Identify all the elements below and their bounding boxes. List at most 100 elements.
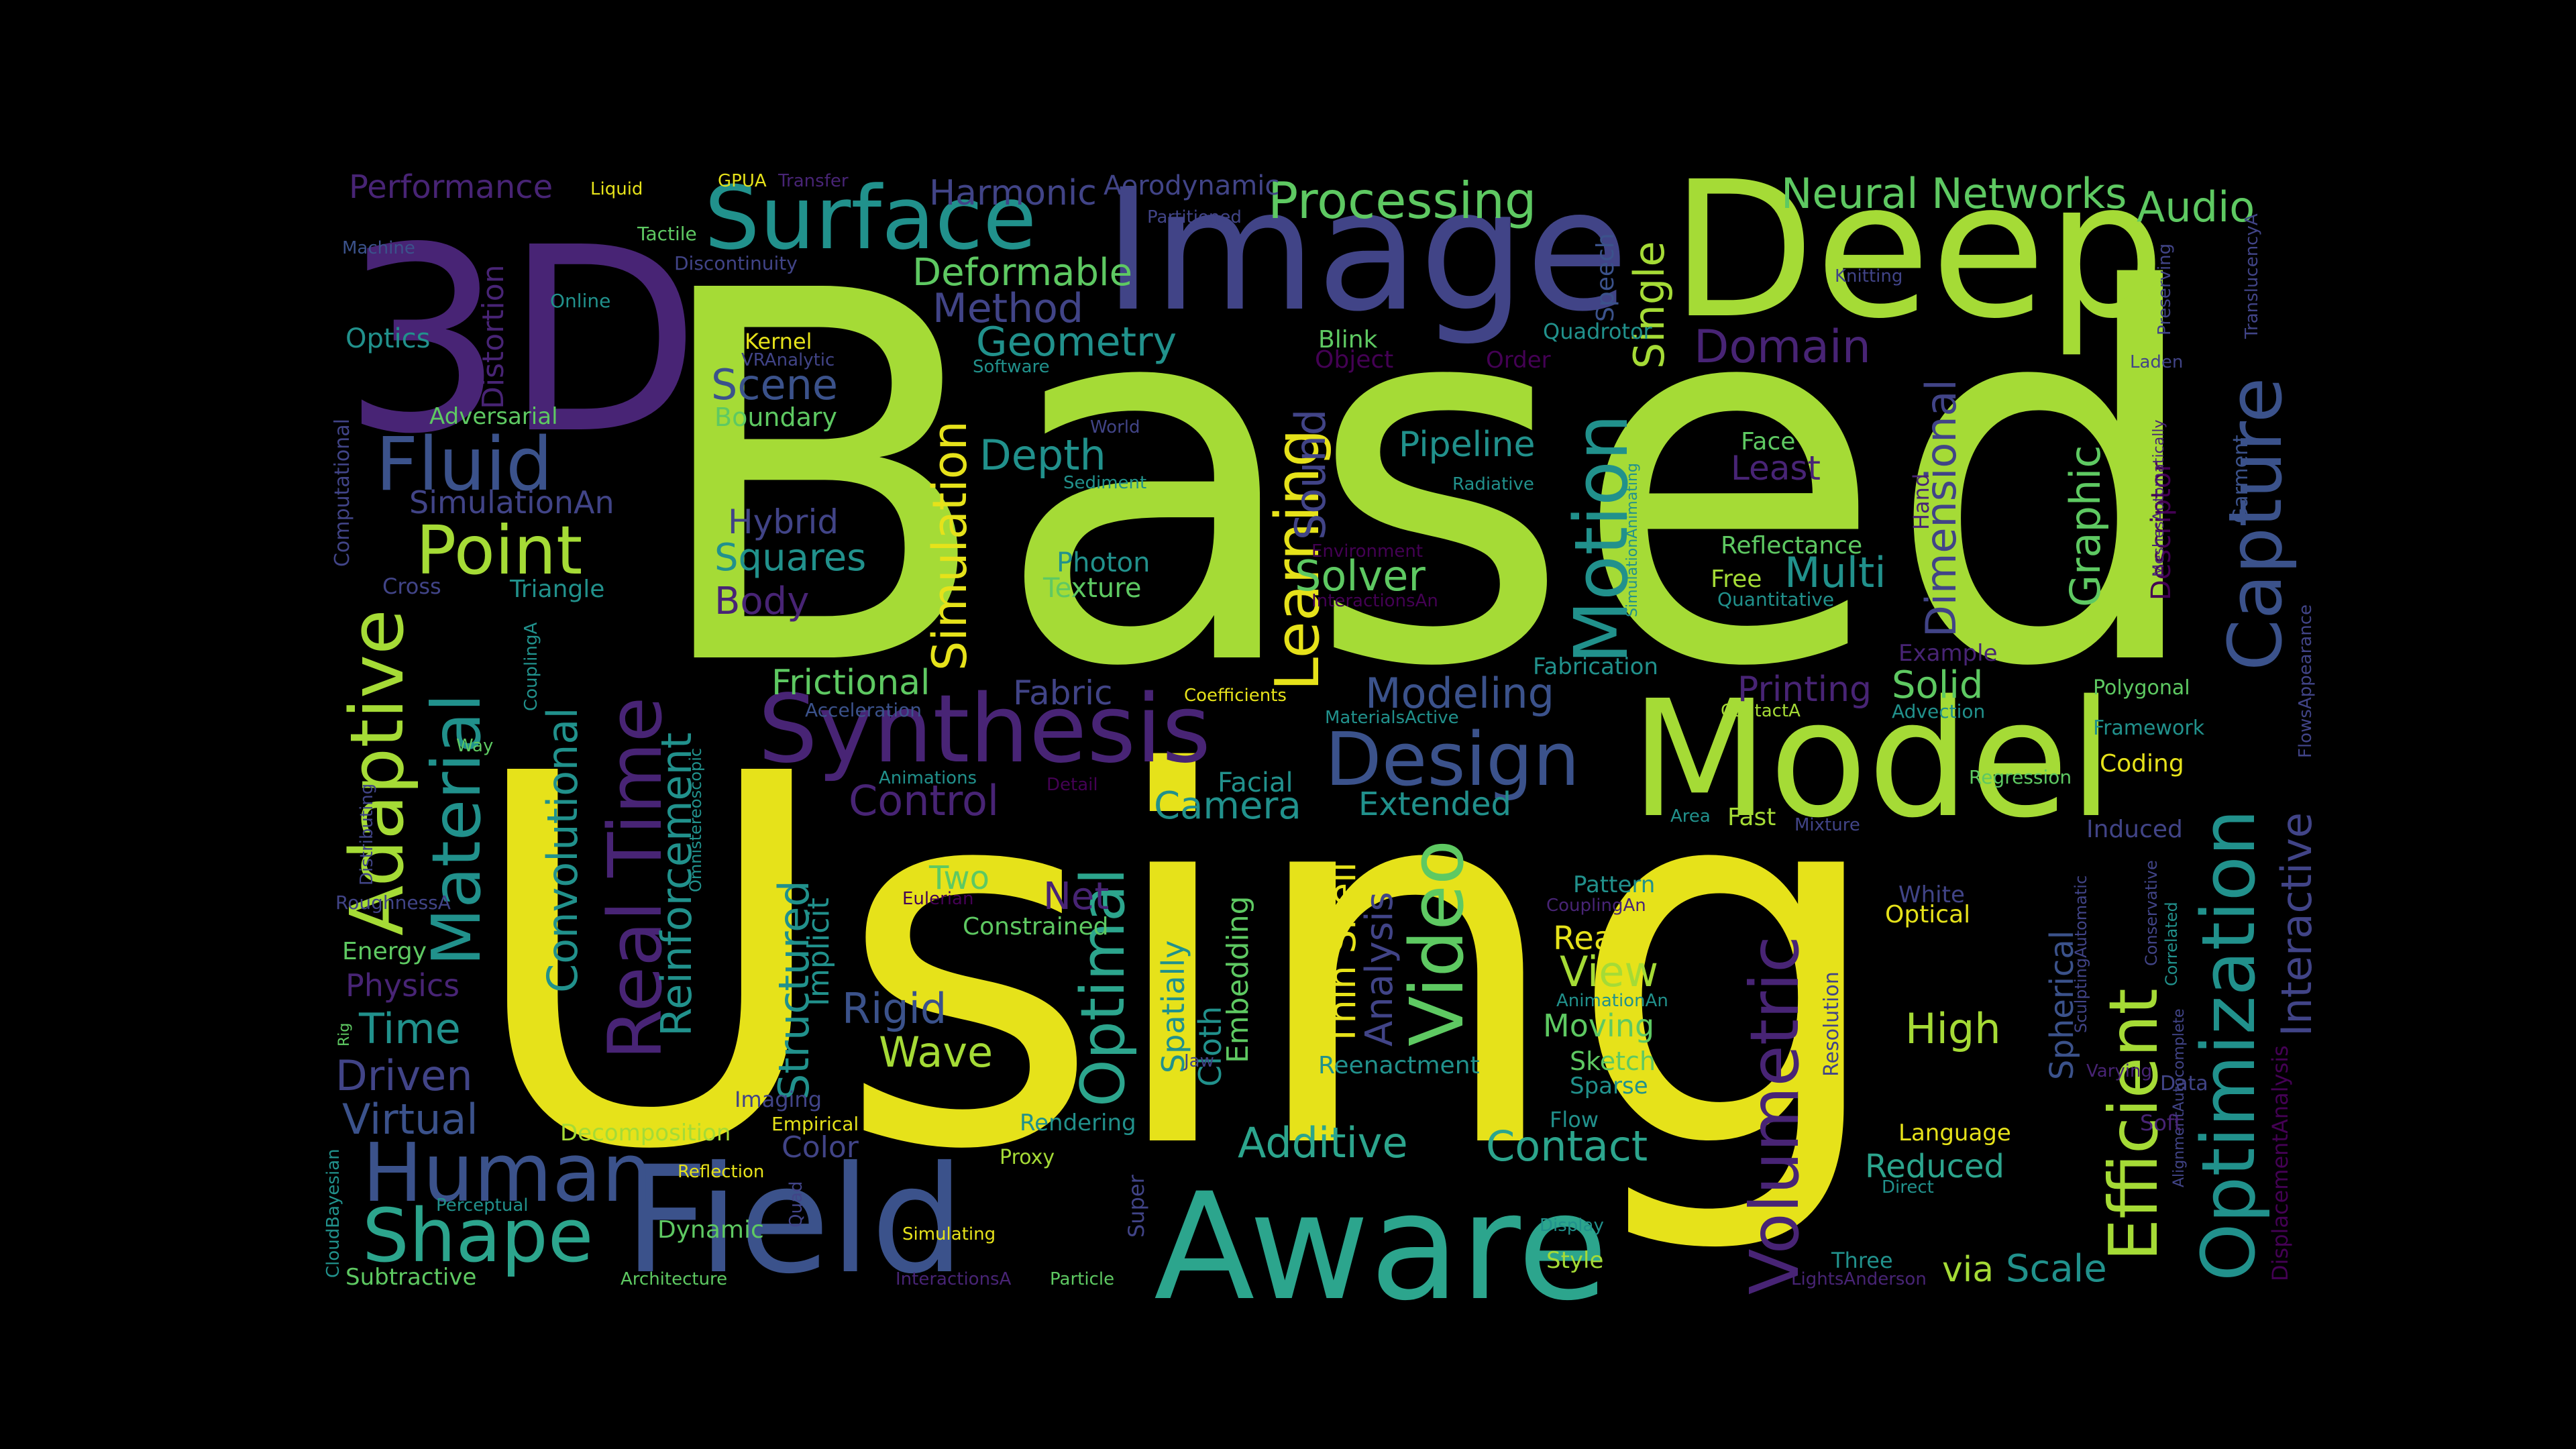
- word-quantitative: Quantitative: [1717, 588, 1834, 610]
- word-pipeline: Pipeline: [1399, 425, 1536, 465]
- word-high: High: [1905, 1004, 2001, 1053]
- word-sound: Sound: [1286, 409, 1335, 540]
- word-structured: Structured: [769, 880, 818, 1100]
- word-simulation: Simulation: [922, 421, 977, 671]
- word-jaw: Jaw: [1183, 1051, 1214, 1071]
- word-3d: 3D: [342, 193, 700, 490]
- word-laden: Laden: [2130, 352, 2183, 372]
- word-color: Color: [782, 1130, 859, 1165]
- word-gpua: GPUA: [718, 171, 767, 191]
- word-reinforcement: Reinforcement: [652, 733, 701, 1036]
- word-triangle: Triangle: [509, 576, 604, 603]
- word-acceleration: Acceleration: [805, 699, 922, 721]
- word-roughnessa: RoughnessA: [335, 892, 451, 914]
- word-fluid: Fluid: [376, 421, 553, 507]
- word-real: Real: [1553, 920, 1622, 957]
- word-boundary: Boundary: [714, 402, 837, 432]
- word-capture: Capture: [2212, 378, 2298, 671]
- word-audio: Audio: [2137, 182, 2255, 231]
- word-modeling: Modeling: [1365, 669, 1554, 718]
- word-video: Video: [1394, 840, 1480, 1046]
- word-extended: Extended: [1358, 786, 1511, 823]
- word-language: Language: [1898, 1120, 2011, 1146]
- word-field: Field: [624, 1134, 965, 1306]
- word-free: Free: [1711, 566, 1762, 593]
- word-aerodynamic: Aerodynamic: [1104, 170, 1279, 201]
- word-virtual: Virtual: [342, 1095, 478, 1144]
- word-speech: Speech: [1592, 233, 1619, 322]
- word-pattern: Pattern: [1573, 871, 1655, 898]
- word-translucencya: TranslucencyA: [2242, 213, 2262, 339]
- word-way: Way: [456, 736, 493, 756]
- word-simulationan: SimulationAn: [409, 484, 614, 521]
- word-domain: Domain: [1694, 321, 1871, 374]
- word-proxy: Proxy: [1000, 1146, 1055, 1169]
- word-knitting: Knitting: [1835, 266, 1902, 286]
- word-cloth: Cloth: [1192, 1006, 1228, 1087]
- word-perceptual: Perceptual: [436, 1195, 529, 1216]
- word-rendering: Rendering: [1020, 1110, 1136, 1136]
- word-imaging: Imaging: [735, 1087, 822, 1112]
- word-vranalytic: VRAnalytic: [741, 350, 835, 370]
- word-detail: Detail: [1046, 775, 1098, 795]
- word-image: Image: [1104, 153, 1629, 348]
- word-deformable: Deformable: [912, 251, 1132, 294]
- word-world: World: [1090, 417, 1140, 437]
- word-preserving: Preserving: [2155, 244, 2175, 335]
- word-motion: Motion: [1558, 414, 1644, 664]
- word-using: Using: [463, 668, 1890, 1261]
- word-displacementanalysis: DisplacementAnalysis: [2267, 1045, 2293, 1281]
- word-omnistereoscopic: Omnistereoscopic: [686, 748, 705, 892]
- word-empirical: Empirical: [771, 1113, 859, 1135]
- word-thin-shell: Thin Shell: [1321, 862, 1364, 1047]
- word-polygonal: Polygonal: [2093, 676, 2190, 700]
- word-soft: Soft: [2140, 1110, 2182, 1136]
- word-resolution: Resolution: [1820, 971, 1843, 1077]
- word-object: Object: [1315, 346, 1393, 374]
- word-real-time: Real Time: [592, 697, 678, 1060]
- word-reenactment: Reenactment: [1318, 1052, 1480, 1079]
- word-architecture: Architecture: [621, 1269, 727, 1289]
- word-scale: Scale: [2006, 1247, 2107, 1291]
- word-cross: Cross: [382, 574, 441, 599]
- word-distributing: Distributing: [357, 784, 377, 885]
- word-fabrication: Fabrication: [1533, 653, 1658, 680]
- word-physics: Physics: [345, 967, 460, 1004]
- word-meshesautomatically: MeshesAutomatically: [2151, 420, 2167, 577]
- word-sketch: Sketch: [1570, 1046, 1656, 1076]
- word-processing: Processing: [1268, 171, 1537, 230]
- word-cloudbayesian: CloudBayesian: [323, 1148, 343, 1278]
- word-constrained: Constrained: [963, 913, 1109, 941]
- word-transfer: Transfer: [777, 171, 849, 191]
- word-time: Time: [358, 1004, 461, 1053]
- word-quad: Quad: [786, 1181, 806, 1228]
- word-sediment: Sediment: [1063, 473, 1146, 493]
- word-radiative: Radiative: [1452, 474, 1534, 494]
- word-spherical: Spherical: [2043, 930, 2081, 1080]
- word-reflectance: Reflectance: [1721, 532, 1862, 559]
- word-analysis: Analysis: [1358, 892, 1401, 1046]
- word-conservative: Conservative: [2142, 860, 2161, 966]
- word-sculptingautomatic: SculptingAutomatic: [2072, 875, 2090, 1033]
- word-lightsanderson: LightsAnderson: [1791, 1269, 1927, 1289]
- word-spatially: Spatially: [1155, 941, 1191, 1073]
- word-sparse: Sparse: [1570, 1073, 1648, 1099]
- word-human: Human: [362, 1127, 653, 1220]
- word-hand: Hand: [1909, 474, 1934, 530]
- word-garment: Garment: [2229, 435, 2253, 523]
- word-fast: Fast: [1727, 804, 1776, 831]
- word-texture: Texture: [1042, 573, 1141, 604]
- word-aware: Aware: [1154, 1161, 1608, 1333]
- word-software: Software: [973, 357, 1050, 377]
- word-three: Three: [1831, 1248, 1893, 1273]
- word-synthesis: Synthesis: [758, 675, 1211, 784]
- word-rig: Rig: [336, 1023, 353, 1046]
- word-descriptor: Descriptor: [2146, 461, 2177, 600]
- word-optimization: Optimization: [2186, 809, 2271, 1281]
- word-adversarial: Adversarial: [429, 403, 558, 430]
- word-flow: Flow: [1550, 1107, 1599, 1132]
- word-wave: Wave: [879, 1028, 993, 1077]
- word-single: Single: [1625, 241, 1674, 369]
- word-scene: Scene: [711, 360, 838, 409]
- word-fabric: Fabric: [1013, 674, 1113, 712]
